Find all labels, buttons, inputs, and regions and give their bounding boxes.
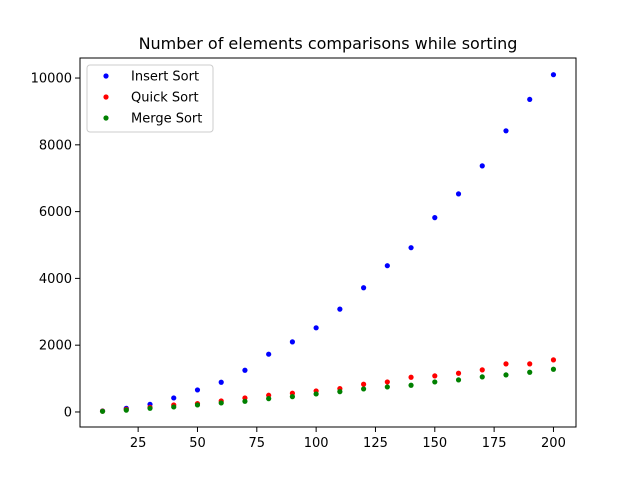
x-tick-label: 100 [304,436,329,451]
x-tick-label: 75 [249,436,266,451]
data-point-merge-sort [218,400,224,406]
data-point-quick-sort [384,379,390,385]
data-point-quick-sort [527,361,533,367]
data-point-merge-sort [408,382,414,388]
data-point-merge-sort [361,386,367,392]
legend-box [86,64,214,133]
data-point-quick-sort [361,381,367,387]
data-point-insert-sort [479,163,485,169]
data-point-merge-sort [242,398,248,404]
data-point-merge-sort [289,394,295,400]
data-point-merge-sort [503,372,509,378]
data-point-merge-sort [266,396,272,402]
y-tick-label: 6000 [39,205,72,220]
x-axis: 25 50 75 100 125 150 175 200 [130,427,566,451]
data-point-merge-sort [432,379,438,385]
data-point-insert-sort [503,128,509,134]
legend-marker-insert-sort [103,73,109,79]
x-tick-label: 50 [189,436,206,451]
data-point-quick-sort [503,361,509,367]
data-point-insert-sort [550,72,557,78]
x-tick-label: 25 [130,436,147,451]
data-point-insert-sort [194,387,201,393]
data-point-insert-sort [313,325,319,331]
y-tick-label: 10000 [31,72,72,87]
data-point-merge-sort [384,384,390,390]
data-point-merge-sort [147,405,153,411]
data-point-merge-sort [337,389,343,395]
y-axis: 0 2000 4000 6000 8000 10000 [31,72,80,420]
axes-frame [79,57,577,428]
legend-marker-merge-sort [103,115,109,121]
x-tick-label: 125 [363,436,388,451]
legend-label-insert-sort: Insert Sort [131,70,199,85]
y-tick-label: 4000 [39,272,72,287]
data-point-merge-sort [123,407,129,413]
y-tick-label: 0 [64,405,72,420]
data-point-insert-sort [289,339,295,345]
data-point-insert-sort [218,379,224,385]
data-point-insert-sort [527,96,533,103]
data-point-merge-sort [171,404,177,410]
data-point-insert-sort [337,306,343,312]
data-point-merge-sort [194,402,201,408]
data-point-quick-sort [432,373,438,379]
legend: Insert Sort Quick Sort Merge Sort [86,64,214,133]
x-tick-label: 150 [422,436,447,451]
data-point-quick-sort [479,367,485,373]
data-point-merge-sort [313,391,319,397]
data-point-merge-sort [479,374,485,380]
data-point-merge-sort [99,408,106,414]
data-point-merge-sort [527,369,533,375]
data-point-insert-sort [361,285,367,291]
y-tick-label: 8000 [39,138,72,153]
legend-marker-quick-sort [103,94,109,100]
data-point-insert-sort [455,191,462,197]
data-point-insert-sort [432,215,438,221]
data-point-insert-sort [408,245,414,251]
legend-label-merge-sort: Merge Sort [131,112,202,127]
data-point-merge-sort [455,377,462,383]
y-tick-label: 2000 [39,339,72,354]
data-point-insert-sort [242,367,248,373]
data-point-quick-sort [408,374,414,380]
data-point-insert-sort [384,263,390,269]
legend-label-quick-sort: Quick Sort [131,91,199,106]
data-point-insert-sort [266,351,272,357]
x-tick-label: 200 [541,436,566,451]
x-tick-label: 175 [482,436,507,451]
data-point-quick-sort [550,357,557,363]
data-point-merge-sort [550,366,557,372]
data-point-insert-sort [171,395,177,401]
chart-title: Number of elements comparisons while sor… [139,34,518,53]
plot-area [99,72,557,414]
data-point-quick-sort [455,370,462,376]
